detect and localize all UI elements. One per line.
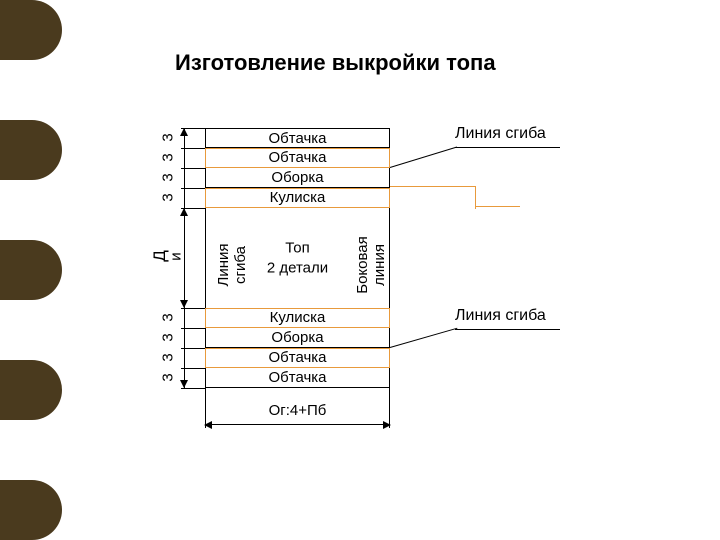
dim-extension bbox=[187, 368, 205, 369]
dim-seg-label: 3 bbox=[160, 173, 177, 181]
width-label: Ог:4+Пб bbox=[205, 402, 390, 419]
strip: Обтачка bbox=[205, 348, 390, 368]
center-text: Топ2 детали bbox=[267, 239, 328, 278]
scallop bbox=[0, 120, 62, 180]
scallop bbox=[0, 60, 62, 120]
orange-connector bbox=[390, 186, 476, 209]
dim-extension bbox=[187, 388, 205, 389]
pattern-diagram: ОбтачкаОбтачкаОборкаКулискаТоп2 деталиЛи… bbox=[205, 128, 390, 388]
center-panel: Топ2 детали Линиясгиба Боковаялиния bbox=[205, 208, 390, 308]
page-title: Изготовление выкройки топа bbox=[175, 50, 496, 76]
arrowhead bbox=[180, 128, 188, 136]
dim-seg-label: 3 bbox=[160, 373, 177, 381]
side-line-label: Боковаялиния bbox=[354, 230, 388, 300]
dim-seg-label: 3 bbox=[160, 133, 177, 141]
strip: Оборка bbox=[205, 328, 390, 348]
scallop bbox=[0, 420, 62, 480]
dim-seg-label: 3 bbox=[160, 313, 177, 321]
page: Изготовление выкройки топа 33333333Ди Об… bbox=[0, 0, 720, 540]
dim-extension bbox=[187, 148, 205, 149]
callout-bottom-diag bbox=[390, 328, 458, 348]
dim-seg-label: 3 bbox=[160, 193, 177, 201]
dim-extension bbox=[187, 208, 205, 209]
dim-extension bbox=[187, 308, 205, 309]
dim-i-label: и bbox=[168, 252, 185, 260]
fold-line-label: Линиясгиба bbox=[215, 235, 249, 295]
scallop bbox=[0, 0, 62, 60]
callout-top-diag bbox=[390, 147, 457, 168]
arrowhead bbox=[180, 380, 188, 388]
scallop bbox=[0, 480, 62, 540]
scallop bbox=[0, 300, 62, 360]
callout-bottom-line bbox=[455, 329, 560, 330]
strip: Оборка bbox=[205, 168, 390, 188]
strip: Кулиска bbox=[205, 308, 390, 328]
scallop bbox=[0, 360, 62, 420]
callout-top-line bbox=[455, 147, 560, 148]
scallop bbox=[0, 180, 62, 240]
dim-seg-label: 3 bbox=[160, 153, 177, 161]
arrowhead bbox=[180, 300, 188, 308]
dim-seg-label: 3 bbox=[160, 353, 177, 361]
dim-extension bbox=[187, 188, 205, 189]
orange-connector-tail bbox=[475, 206, 520, 207]
dim-extension bbox=[187, 168, 205, 169]
scallop bbox=[0, 240, 62, 300]
width-dimension bbox=[205, 424, 390, 425]
callout-fold-bottom: Линия сгиба bbox=[455, 307, 546, 325]
dim-extension bbox=[187, 128, 205, 129]
dim-extension bbox=[187, 348, 205, 349]
strip: Обтачка bbox=[205, 148, 390, 168]
dim-seg-label: 3 bbox=[160, 333, 177, 341]
strip: Кулиска bbox=[205, 188, 390, 208]
dim-extension bbox=[187, 328, 205, 329]
strip: Обтачка bbox=[205, 368, 390, 388]
strip: Обтачка bbox=[205, 128, 390, 148]
left-decoration bbox=[0, 0, 62, 540]
arrowhead bbox=[180, 208, 188, 216]
callout-fold-top: Линия сгиба bbox=[455, 125, 546, 143]
